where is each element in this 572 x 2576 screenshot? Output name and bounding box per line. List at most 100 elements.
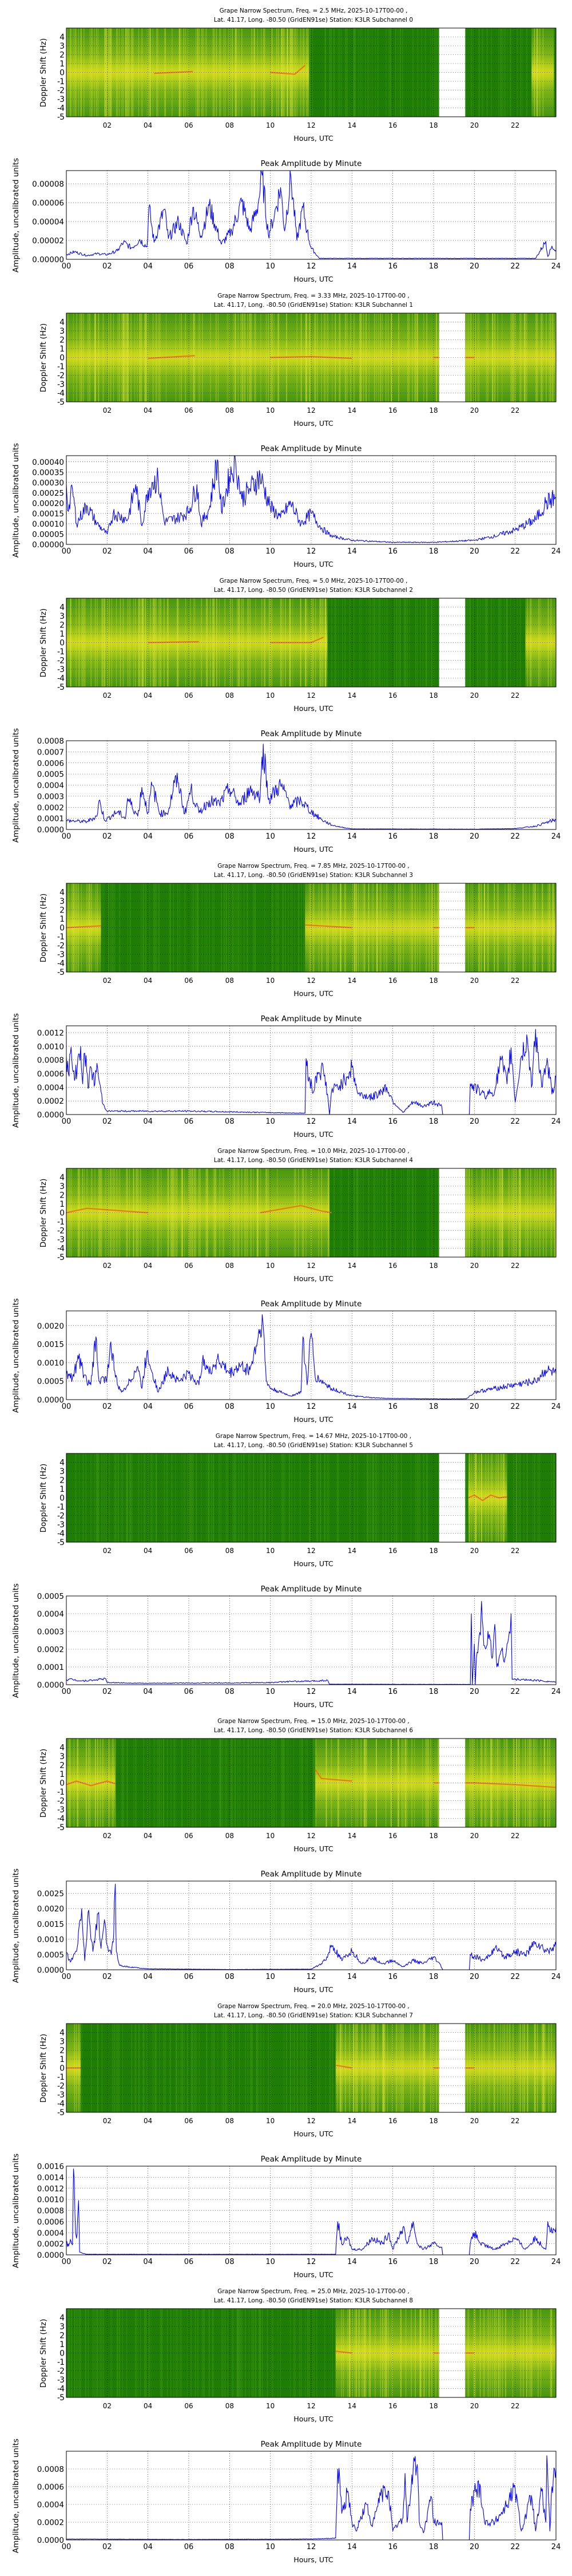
spectral-streak	[106, 28, 107, 117]
spectral-streak	[128, 28, 129, 117]
spectral-streak	[524, 313, 526, 402]
spectrum-y-tick-label: -1	[57, 362, 64, 372]
spectrum-frame	[66, 598, 557, 688]
amplitude-y-tick-label: 0.0010	[37, 1358, 64, 1368]
amplitude-x-tick-label: 12	[307, 1117, 316, 1126]
spectral-streak	[95, 598, 96, 687]
spectral-streak	[331, 28, 332, 117]
spectral-streak	[92, 2309, 93, 2397]
spectral-streak	[290, 1739, 291, 1827]
spectral-streak	[267, 1168, 268, 1257]
amplitude-x-tick-label: 20	[470, 547, 479, 556]
spectrum-y-tick-label: -1	[57, 1788, 64, 1797]
spectrum-x-tick-label: 08	[225, 1547, 234, 1555]
spectrum-y-tick-label: 3	[59, 2037, 64, 2046]
amplitude-y-tick-label: 0.0004	[37, 1083, 64, 1092]
spectral-streak	[115, 1739, 116, 1827]
amplitude-y-tick-label: 0.00040	[32, 458, 64, 467]
amplitude-x-tick-label: 02	[102, 547, 112, 556]
spectrum-y-tick-label: -3	[57, 1235, 64, 1244]
spectral-streak	[94, 313, 96, 402]
amplitude-x-tick-label: 24	[551, 547, 561, 556]
spectrum-y-tick-label: -1	[57, 647, 64, 657]
spectrum-y-tick-label: -5	[57, 113, 64, 122]
spectrum-y-tick-label: 2	[59, 1761, 64, 1771]
amplitude-x-tick-label: 22	[510, 2258, 520, 2266]
spectral-streak	[248, 1453, 250, 1542]
spectrum-y-tick-label: 1	[59, 915, 64, 924]
amplitude-x-tick-label: 08	[225, 1117, 235, 1126]
spectral-streak	[513, 883, 514, 972]
spectral-streak	[245, 1168, 247, 1257]
spectrum-x-tick-label: 22	[511, 692, 519, 700]
spectral-streak	[254, 28, 255, 117]
amplitude-x-tick-label: 06	[184, 1117, 194, 1126]
spectral-streak	[216, 598, 217, 687]
spectral-streak	[392, 2309, 394, 2397]
spectral-streak	[109, 598, 110, 687]
spectral-streak	[495, 1739, 496, 1827]
spectral-streak	[543, 1168, 544, 1257]
amplitude-y-tick-label: 0.00004	[32, 218, 64, 227]
spectral-streak	[480, 1453, 482, 1542]
spectral-streak	[513, 1168, 515, 1257]
spectral-streak	[475, 1453, 476, 1542]
spectral-streak	[324, 1453, 325, 1542]
spectral-streak	[552, 883, 553, 972]
spectral-streak	[520, 28, 522, 117]
amplitude-x-tick-label: 00	[62, 262, 72, 271]
spectral-streak	[388, 1453, 389, 1542]
spectral-streak	[378, 313, 379, 402]
spectral-streak	[396, 598, 398, 687]
spectral-streak	[232, 883, 233, 972]
subchannel-block: Grape Narrow Spectrum, Freq. = 7.85 MHz,…	[11, 863, 561, 1139]
spectral-streak	[112, 2024, 114, 2112]
spectral-streak	[145, 598, 146, 687]
spectrum-y-tick-label: 1	[59, 345, 64, 354]
spectral-streak	[355, 28, 356, 117]
spectral-streak	[145, 883, 146, 972]
spectral-streak	[200, 1739, 201, 1827]
spectral-streak	[217, 313, 219, 402]
spectral-streak	[537, 2024, 538, 2112]
spectral-streak	[353, 883, 355, 972]
spectral-streak	[197, 2309, 198, 2397]
spectral-streak	[124, 313, 125, 402]
spectral-streak	[518, 1168, 520, 1257]
spectrum-x-tick-label: 20	[470, 2117, 479, 2125]
spectral-streak	[410, 2024, 411, 2112]
spectrum-y-tick-label: -2	[57, 942, 64, 951]
spectral-streak	[372, 1453, 373, 1542]
spectral-streak	[212, 2309, 213, 2397]
spectral-streak	[419, 2024, 420, 2112]
spectral-streak	[177, 883, 178, 972]
spectral-streak	[108, 28, 109, 117]
spectral-streak	[122, 1453, 124, 1542]
spectral-streak	[206, 2024, 208, 2112]
spectral-streak	[114, 2024, 116, 2112]
spectral-streak	[138, 598, 140, 687]
spectral-streak	[340, 883, 341, 972]
spectral-streak	[223, 1168, 224, 1257]
spectrum-frame	[66, 1168, 557, 1258]
amplitude-x-tick-label: 06	[184, 1688, 194, 1696]
spectral-streak	[119, 313, 120, 402]
spectral-streak	[255, 883, 256, 972]
spectral-streak	[81, 28, 82, 117]
spectral-streak	[470, 598, 471, 687]
spectral-streak	[537, 28, 538, 117]
spectral-streak	[387, 2024, 388, 2112]
amplitude-y-tick-label: 0.0001	[37, 1663, 64, 1672]
spectral-streak	[510, 883, 511, 972]
spectral-streak	[315, 313, 316, 402]
spectral-streak	[548, 2024, 550, 2112]
spectral-streak	[116, 1168, 117, 1257]
spectral-streak	[424, 28, 426, 117]
spectral-streak	[126, 313, 127, 402]
spectral-streak	[289, 1453, 290, 1542]
spectral-streak	[84, 1168, 85, 1257]
spectrum-x-tick-label: 02	[103, 977, 112, 985]
amplitude-y-tick-label: 0.00002	[32, 236, 64, 246]
spectral-streak	[515, 1453, 517, 1542]
spectrum-y-tick-label: -5	[57, 683, 64, 692]
